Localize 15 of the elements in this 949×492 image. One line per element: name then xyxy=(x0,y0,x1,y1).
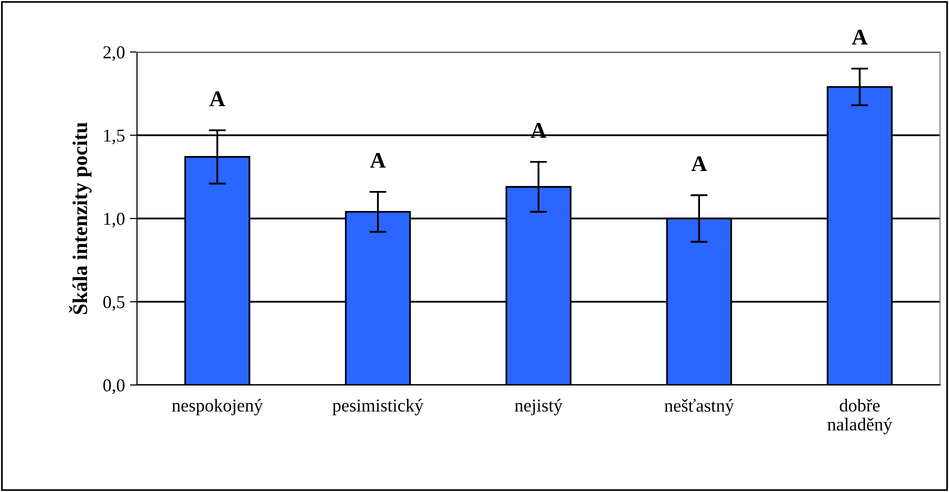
annotation: A xyxy=(209,91,226,106)
x-tick-label: nešťastný xyxy=(664,398,734,416)
y-axis-title: Škála intenzity pocitu xyxy=(68,122,92,314)
x-tick-label: pesimistický xyxy=(332,398,424,416)
y-tick-label: 1,5 xyxy=(104,130,124,144)
x-tick-label: dobře naladěný xyxy=(828,398,892,434)
x-tick-label: nespokojený xyxy=(172,398,263,416)
y-tick-label: 0,5 xyxy=(103,296,124,311)
y-tick-label: 1,0 xyxy=(104,212,125,228)
y-tick-label: 0,0 xyxy=(103,379,125,394)
text: A xyxy=(852,30,868,44)
x-tick-label: nejistý xyxy=(514,398,562,416)
y-tick-label: 2,0 xyxy=(103,46,125,62)
annotation: A xyxy=(691,156,707,172)
annotation: A xyxy=(370,153,386,168)
